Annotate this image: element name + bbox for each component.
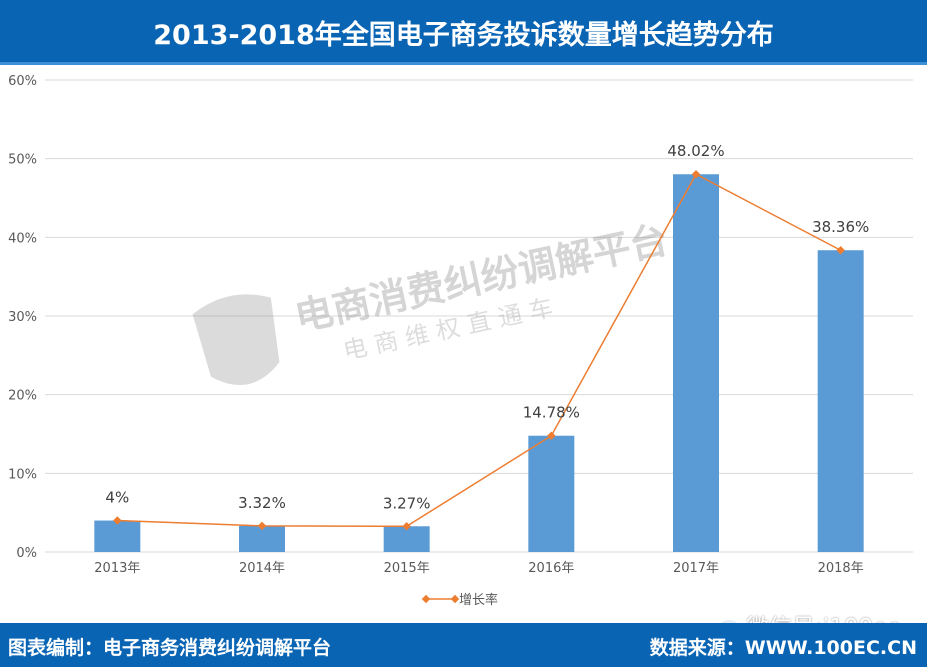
x-tick-label: 2016年: [528, 561, 574, 576]
data-labels: 4% 3.32% 3.27% 14.78% 48.02% 38.36%: [105, 142, 869, 512]
x-tick-label: 2014年: [239, 561, 285, 576]
chart-area: 0% 10% 20% 30% 40% 50% 60% 电商消费纠纷调解平台 电 商 维 权 …: [8, 74, 913, 608]
title-banner: 2013-2018年全国电子商务投诉数量增长趋势分布: [0, 0, 927, 65]
y-axis-ticks: 0% 10% 20% 30% 40% 50% 60%: [8, 74, 37, 561]
data-label: 3.32%: [238, 494, 286, 512]
footer-banner: 图表编制：电子商务消费纠纷调解平台 数据来源：WWW.100EC.CN: [0, 623, 927, 667]
chart-title: 2013-2018年全国电子商务投诉数量增长趋势分布: [153, 20, 774, 51]
x-tick-label: 2013年: [94, 561, 140, 576]
y-tick-label: 20%: [8, 389, 37, 404]
bar: [673, 174, 719, 552]
line-marker: [547, 431, 556, 440]
data-label: 48.02%: [667, 142, 724, 160]
legend-label: 增长率: [459, 592, 498, 608]
line-marker: [402, 522, 411, 531]
footer-source: 数据来源：WWW.100EC.CN: [649, 637, 917, 659]
footer-credit: 图表编制：电子商务消费纠纷调解平台: [8, 637, 332, 659]
data-label: 14.78%: [523, 404, 580, 422]
line-marker: [257, 521, 267, 531]
data-label: 4%: [105, 489, 129, 507]
bar: [528, 435, 575, 552]
y-tick-label: 50%: [8, 153, 37, 168]
x-tick-label: 2015年: [384, 561, 430, 576]
y-tick-label: 0%: [16, 546, 37, 561]
bar: [817, 250, 864, 552]
gridlines: [45, 79, 913, 553]
y-tick-label: 10%: [8, 467, 37, 482]
bar: [94, 520, 141, 552]
bar: [239, 525, 285, 552]
y-tick-label: 30%: [8, 310, 37, 325]
bars: [94, 174, 864, 552]
x-tick-label: 2017年: [673, 561, 719, 576]
watermark: 电商消费纠纷调解平台 电 商 维 权 直 通 车: [192, 217, 672, 385]
legend: 增长率: [421, 592, 498, 608]
data-label: 3.27%: [383, 494, 431, 512]
bar: [383, 526, 430, 552]
line-series: [117, 173, 842, 528]
y-tick-label: 60%: [8, 74, 37, 89]
data-label: 38.36%: [812, 218, 869, 236]
x-tick-label: 2018年: [818, 561, 864, 576]
x-axis-ticks: 2013年 2014年 2015年 2016年 2017年 2018年: [94, 561, 863, 576]
y-tick-label: 40%: [8, 231, 37, 246]
